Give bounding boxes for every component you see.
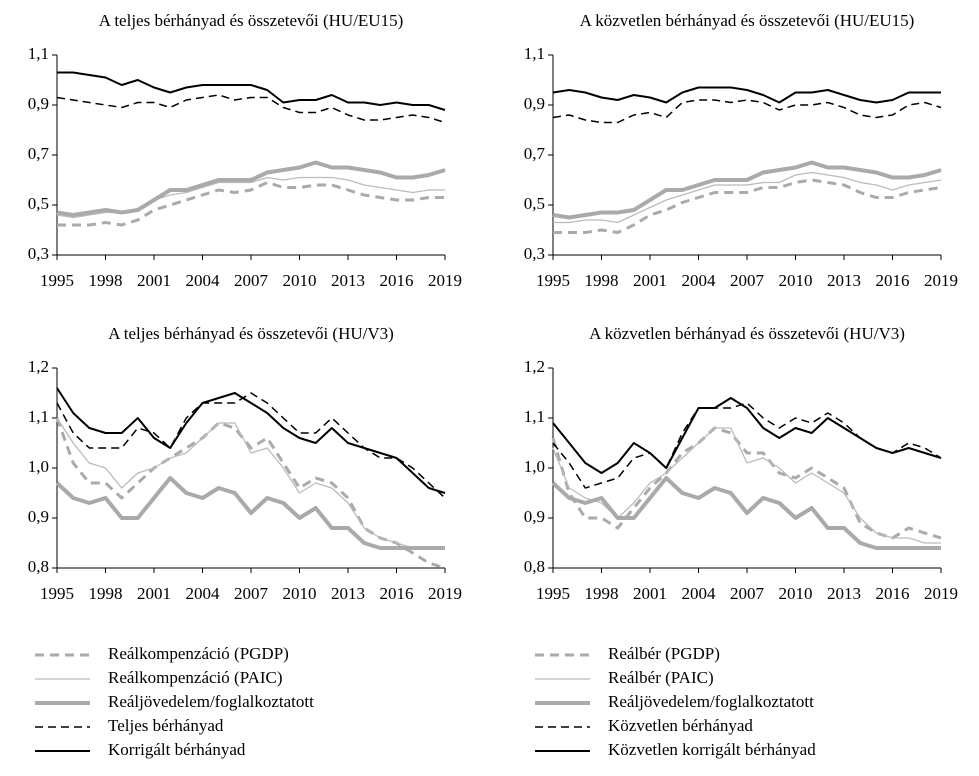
line-series: [553, 171, 942, 224]
legend-label: Közvetlen korrigált bérhányad: [608, 740, 816, 759]
y-tick-label: 0,3: [524, 244, 545, 263]
x-tick-label: 2013: [827, 584, 861, 603]
chart-title: A közvetlen bérhányad és összetevői (HU/…: [580, 11, 915, 30]
line-series: [551, 476, 941, 550]
x-tick-label: 2016: [876, 584, 910, 603]
x-tick-label: 2016: [380, 584, 414, 603]
x-tick-label: 2019: [428, 584, 462, 603]
x-tick-label: 2007: [234, 584, 269, 603]
line-series: [552, 99, 942, 124]
y-tick-label: 1,0: [524, 457, 545, 476]
legend-label: Reálbér (PGDP): [608, 644, 720, 663]
line-series: [55, 417, 446, 570]
x-tick-label: 1998: [89, 584, 123, 603]
legend-label: Reálkompenzáció (PAIC): [108, 668, 283, 687]
x-tick-label: 1998: [89, 271, 123, 290]
x-tick-label: 2004: [682, 584, 717, 603]
line-series: [552, 86, 941, 104]
y-tick-label: 1,2: [524, 357, 545, 376]
y-tick-label: 0,9: [524, 94, 545, 113]
x-tick-label: 2016: [876, 271, 910, 290]
x-tick-label: 2010: [283, 271, 317, 290]
line-series: [57, 71, 446, 111]
y-tick-label: 1,1: [28, 407, 49, 426]
x-tick-label: 2010: [779, 584, 813, 603]
x-tick-label: 2010: [779, 271, 813, 290]
y-tick-label: 0,9: [28, 94, 49, 113]
y-tick-label: 1,0: [28, 457, 49, 476]
legend-label: Reáljövedelem/foglalkoztatott: [108, 692, 314, 711]
y-tick-label: 0,8: [524, 557, 545, 576]
line-series: [553, 178, 942, 234]
x-tick-label: 2019: [428, 271, 462, 290]
x-tick-label: 2001: [633, 271, 667, 290]
legend-label: Reáljövedelem/foglalkoztatott: [608, 692, 814, 711]
line-series: [552, 397, 942, 474]
line-series: [552, 402, 942, 489]
line-series: [552, 427, 941, 544]
x-tick-label: 2013: [331, 271, 365, 290]
x-tick-label: 1995: [536, 584, 570, 603]
x-tick-label: 2007: [730, 584, 765, 603]
line-series: [56, 94, 446, 124]
x-tick-label: 2001: [137, 584, 171, 603]
x-tick-label: 1995: [40, 271, 74, 290]
y-tick-label: 1,1: [28, 44, 49, 63]
line-series: [57, 181, 445, 227]
x-tick-label: 1998: [585, 271, 619, 290]
line-series: [552, 160, 942, 220]
x-tick-label: 2010: [283, 584, 317, 603]
line-series: [55, 476, 445, 550]
line-series: [56, 417, 445, 549]
line-series: [56, 160, 446, 217]
x-tick-label: 1995: [40, 584, 74, 603]
legend-label: Teljes bérhányad: [108, 716, 224, 735]
x-tick-label: 2019: [924, 271, 958, 290]
x-tick-label: 2001: [633, 584, 667, 603]
chart-title: A teljes bérhányad és összetevői (HU/EU1…: [99, 11, 404, 30]
chart-title: A közvetlen bérhányad és összetevői (HU/…: [589, 324, 905, 343]
chart-title: A teljes bérhányad és összetevői (HU/V3): [108, 324, 394, 343]
y-tick-label: 0,7: [28, 144, 50, 163]
y-tick-label: 0,9: [524, 507, 545, 526]
x-tick-label: 2007: [730, 271, 765, 290]
x-tick-label: 2001: [137, 271, 171, 290]
x-tick-label: 2016: [380, 271, 414, 290]
line-series: [56, 387, 446, 494]
line-series: [551, 426, 942, 540]
x-tick-label: 2007: [234, 271, 269, 290]
x-tick-label: 2013: [827, 271, 861, 290]
legend-label: Reálbér (PAIC): [608, 668, 714, 687]
legend-label: Korrigált bérhányad: [108, 740, 246, 759]
x-tick-label: 2004: [682, 271, 717, 290]
y-tick-label: 0,3: [28, 244, 49, 263]
y-tick-label: 0,9: [28, 507, 49, 526]
y-tick-label: 1,1: [524, 407, 545, 426]
y-tick-label: 1,2: [28, 357, 49, 376]
x-tick-label: 2004: [186, 271, 221, 290]
x-tick-label: 2004: [186, 584, 221, 603]
legend-label: Közvetlen bérhányad: [608, 716, 753, 735]
y-tick-label: 0,7: [524, 144, 546, 163]
y-tick-label: 0,5: [28, 194, 49, 213]
x-tick-label: 2019: [924, 584, 958, 603]
x-tick-label: 2013: [331, 584, 365, 603]
x-tick-label: 1998: [585, 584, 619, 603]
y-tick-label: 0,8: [28, 557, 49, 576]
y-tick-label: 1,1: [524, 44, 545, 63]
line-series: [56, 392, 446, 499]
y-tick-label: 0,5: [524, 194, 545, 213]
x-tick-label: 1995: [536, 271, 570, 290]
legend-label: Reálkompenzáció (PGDP): [108, 644, 289, 663]
